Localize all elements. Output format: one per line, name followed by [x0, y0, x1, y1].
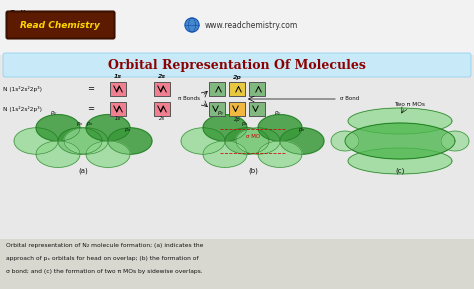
Polygon shape	[345, 123, 455, 159]
Text: Follow us on:: Follow us on:	[10, 10, 67, 19]
Polygon shape	[86, 141, 130, 167]
Text: www.readchemistry.com: www.readchemistry.com	[205, 21, 298, 29]
Bar	[0, 0, 474, 55]
FancyBboxPatch shape	[229, 102, 245, 116]
Text: approach of pₓ orbitals for head on overlap; (b) the formation of: approach of pₓ orbitals for head on over…	[6, 256, 199, 261]
Polygon shape	[280, 128, 324, 154]
FancyBboxPatch shape	[249, 102, 265, 116]
Text: σ Bond: σ Bond	[340, 97, 359, 101]
Polygon shape	[181, 128, 225, 154]
Text: 1s: 1s	[114, 75, 122, 79]
Text: Orbital representation of N₂ molecule formation; (a) indicates the: Orbital representation of N₂ molecule fo…	[6, 243, 203, 248]
FancyBboxPatch shape	[249, 82, 265, 96]
FancyBboxPatch shape	[110, 102, 126, 116]
Polygon shape	[348, 148, 452, 174]
Text: $p_x$: $p_x$	[76, 120, 84, 128]
Polygon shape	[58, 128, 102, 154]
Text: 2s: 2s	[159, 116, 165, 121]
FancyBboxPatch shape	[209, 82, 225, 96]
Polygon shape	[14, 128, 58, 154]
Polygon shape	[236, 128, 280, 154]
FancyBboxPatch shape	[154, 82, 170, 96]
Text: $p_y$: $p_y$	[50, 110, 58, 119]
Polygon shape	[348, 108, 452, 134]
FancyBboxPatch shape	[229, 82, 245, 96]
Polygon shape	[225, 128, 269, 154]
Text: $p_y$: $p_y$	[217, 110, 225, 119]
FancyBboxPatch shape	[3, 53, 471, 77]
Polygon shape	[203, 115, 247, 141]
FancyBboxPatch shape	[7, 12, 115, 38]
Text: Two π MOs: Two π MOs	[394, 101, 426, 107]
Text: $p_x$: $p_x$	[241, 120, 249, 128]
Circle shape	[185, 18, 199, 32]
Text: (b): (b)	[248, 168, 258, 174]
Text: Read Chemistry: Read Chemistry	[20, 21, 100, 29]
Text: $p_y$: $p_y$	[274, 110, 282, 119]
Text: $p_x$: $p_x$	[298, 126, 306, 134]
Text: $p_x$: $p_x$	[86, 120, 94, 128]
Text: σ MO: σ MO	[246, 134, 260, 140]
Text: 2s: 2s	[158, 75, 166, 79]
Text: Orbital Representation Of Molecules: Orbital Representation Of Molecules	[108, 58, 366, 71]
Polygon shape	[108, 128, 152, 154]
Text: N (1s²2s²2p³): N (1s²2s²2p³)	[3, 86, 42, 92]
Text: σ bond; and (c) the formation of two π MOs by sidewise overlaps.: σ bond; and (c) the formation of two π M…	[6, 269, 202, 274]
Polygon shape	[36, 115, 80, 141]
Polygon shape	[203, 141, 247, 167]
Text: (a): (a)	[78, 168, 88, 174]
FancyBboxPatch shape	[229, 82, 245, 96]
Polygon shape	[258, 141, 302, 167]
Polygon shape	[441, 131, 469, 151]
Text: =: =	[87, 84, 94, 94]
FancyBboxPatch shape	[110, 82, 126, 96]
Polygon shape	[86, 115, 130, 141]
Text: 1s: 1s	[115, 116, 121, 121]
Polygon shape	[258, 115, 302, 141]
Polygon shape	[64, 128, 108, 154]
Text: π Bonds: π Bonds	[178, 97, 200, 101]
Polygon shape	[331, 131, 359, 151]
Text: $p_x$: $p_x$	[124, 126, 132, 134]
Text: N (1s²2s²2p³): N (1s²2s²2p³)	[3, 106, 42, 112]
FancyBboxPatch shape	[154, 102, 170, 116]
Bar	[0, 239, 474, 289]
Text: (c): (c)	[395, 168, 405, 174]
FancyBboxPatch shape	[209, 102, 225, 116]
Polygon shape	[36, 141, 80, 167]
Text: =: =	[87, 105, 94, 114]
Text: 2p: 2p	[233, 75, 241, 79]
FancyBboxPatch shape	[229, 102, 245, 116]
Text: 2p: 2p	[234, 116, 240, 121]
